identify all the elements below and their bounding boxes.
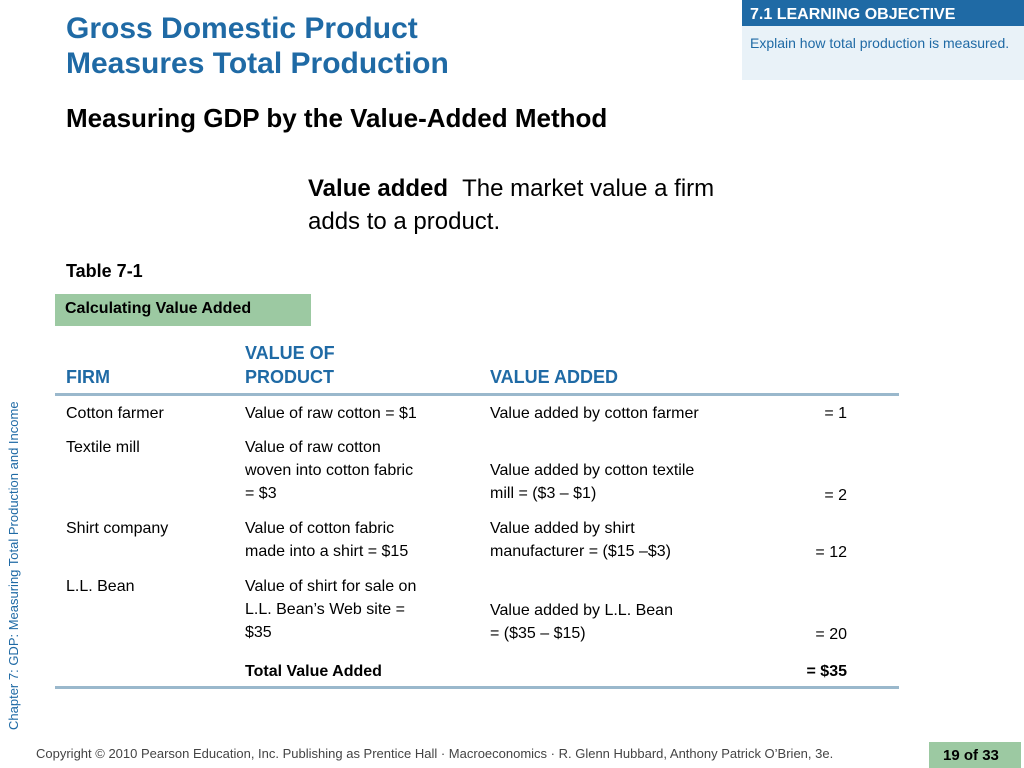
learning-objective-box: 7.1 LEARNING OBJECTIVE Explain how total… xyxy=(742,0,1024,80)
table-cell-amount: = 20 xyxy=(815,626,847,643)
table-cell-amount: = 1 xyxy=(824,405,847,422)
table-cell-value-added: Value added by shirt manufacturer = ($15… xyxy=(490,520,671,560)
table-cell-amount: = 12 xyxy=(815,544,847,561)
table-cell-value: Value of cotton fabric made into a shirt… xyxy=(245,520,409,560)
table-cell-firm: Textile mill xyxy=(66,439,140,456)
table-header-rule xyxy=(55,393,899,396)
table-cell-value-added: Value added by cotton textile mill = ($3… xyxy=(490,462,695,502)
slide-title: Gross Domestic Product Measures Total Pr… xyxy=(66,11,449,81)
slide-title-line-1: Gross Domestic Product xyxy=(66,12,418,45)
table-total-amount: = $35 xyxy=(806,663,847,680)
copyright-footer: Copyright © 2010 Pearson Education, Inc.… xyxy=(36,746,834,761)
column-header-firm: FIRM xyxy=(66,367,110,387)
table-label: Table 7-1 xyxy=(66,261,143,281)
table-cell-value: Value of raw cotton = $1 xyxy=(245,405,417,422)
table-cell-value-added: Value added by cotton farmer xyxy=(490,405,699,422)
table-caption: Calculating Value Added xyxy=(55,294,311,326)
table-cell-value: Value of shirt for sale on L.L. Bean’s W… xyxy=(245,578,417,641)
page-of: of xyxy=(963,747,979,764)
table-bottom-rule xyxy=(55,686,899,689)
column-header-value-of-product: VALUE OF PRODUCT xyxy=(245,343,335,387)
definition-term: Value added xyxy=(308,175,449,202)
definition: Value added The market value a firm adds … xyxy=(308,172,738,238)
learning-objective-text: Explain how total production is measured… xyxy=(742,26,1024,80)
slide-title-line-2: Measures Total Production xyxy=(66,47,449,80)
learning-objective-header: 7.1 LEARNING OBJECTIVE xyxy=(742,0,1024,26)
table-cell-value-added: Value added by L.L. Bean = ($35 – $15) xyxy=(490,602,673,642)
table-cell-value: Value of raw cotton woven into cotton fa… xyxy=(245,439,414,502)
page-total: 33 xyxy=(982,747,999,764)
section-subtitle: Measuring GDP by the Value-Added Method xyxy=(66,103,608,133)
page-number: 19 of 33 xyxy=(929,742,1021,768)
page-current: 19 xyxy=(943,747,960,764)
table-cell-firm: Shirt company xyxy=(66,520,169,537)
table-cell-firm: Cotton farmer xyxy=(66,405,164,422)
table-cell-amount: = 2 xyxy=(824,487,847,504)
table-total-label: Total Value Added xyxy=(245,663,382,680)
chapter-side-label: Chapter 7: GDP: Measuring Total Producti… xyxy=(6,401,21,730)
definition-text: The market value a firm adds to a produc… xyxy=(308,175,715,235)
column-header-value-added: VALUE ADDED xyxy=(490,367,619,387)
table-cell-firm: L.L. Bean xyxy=(66,578,135,595)
